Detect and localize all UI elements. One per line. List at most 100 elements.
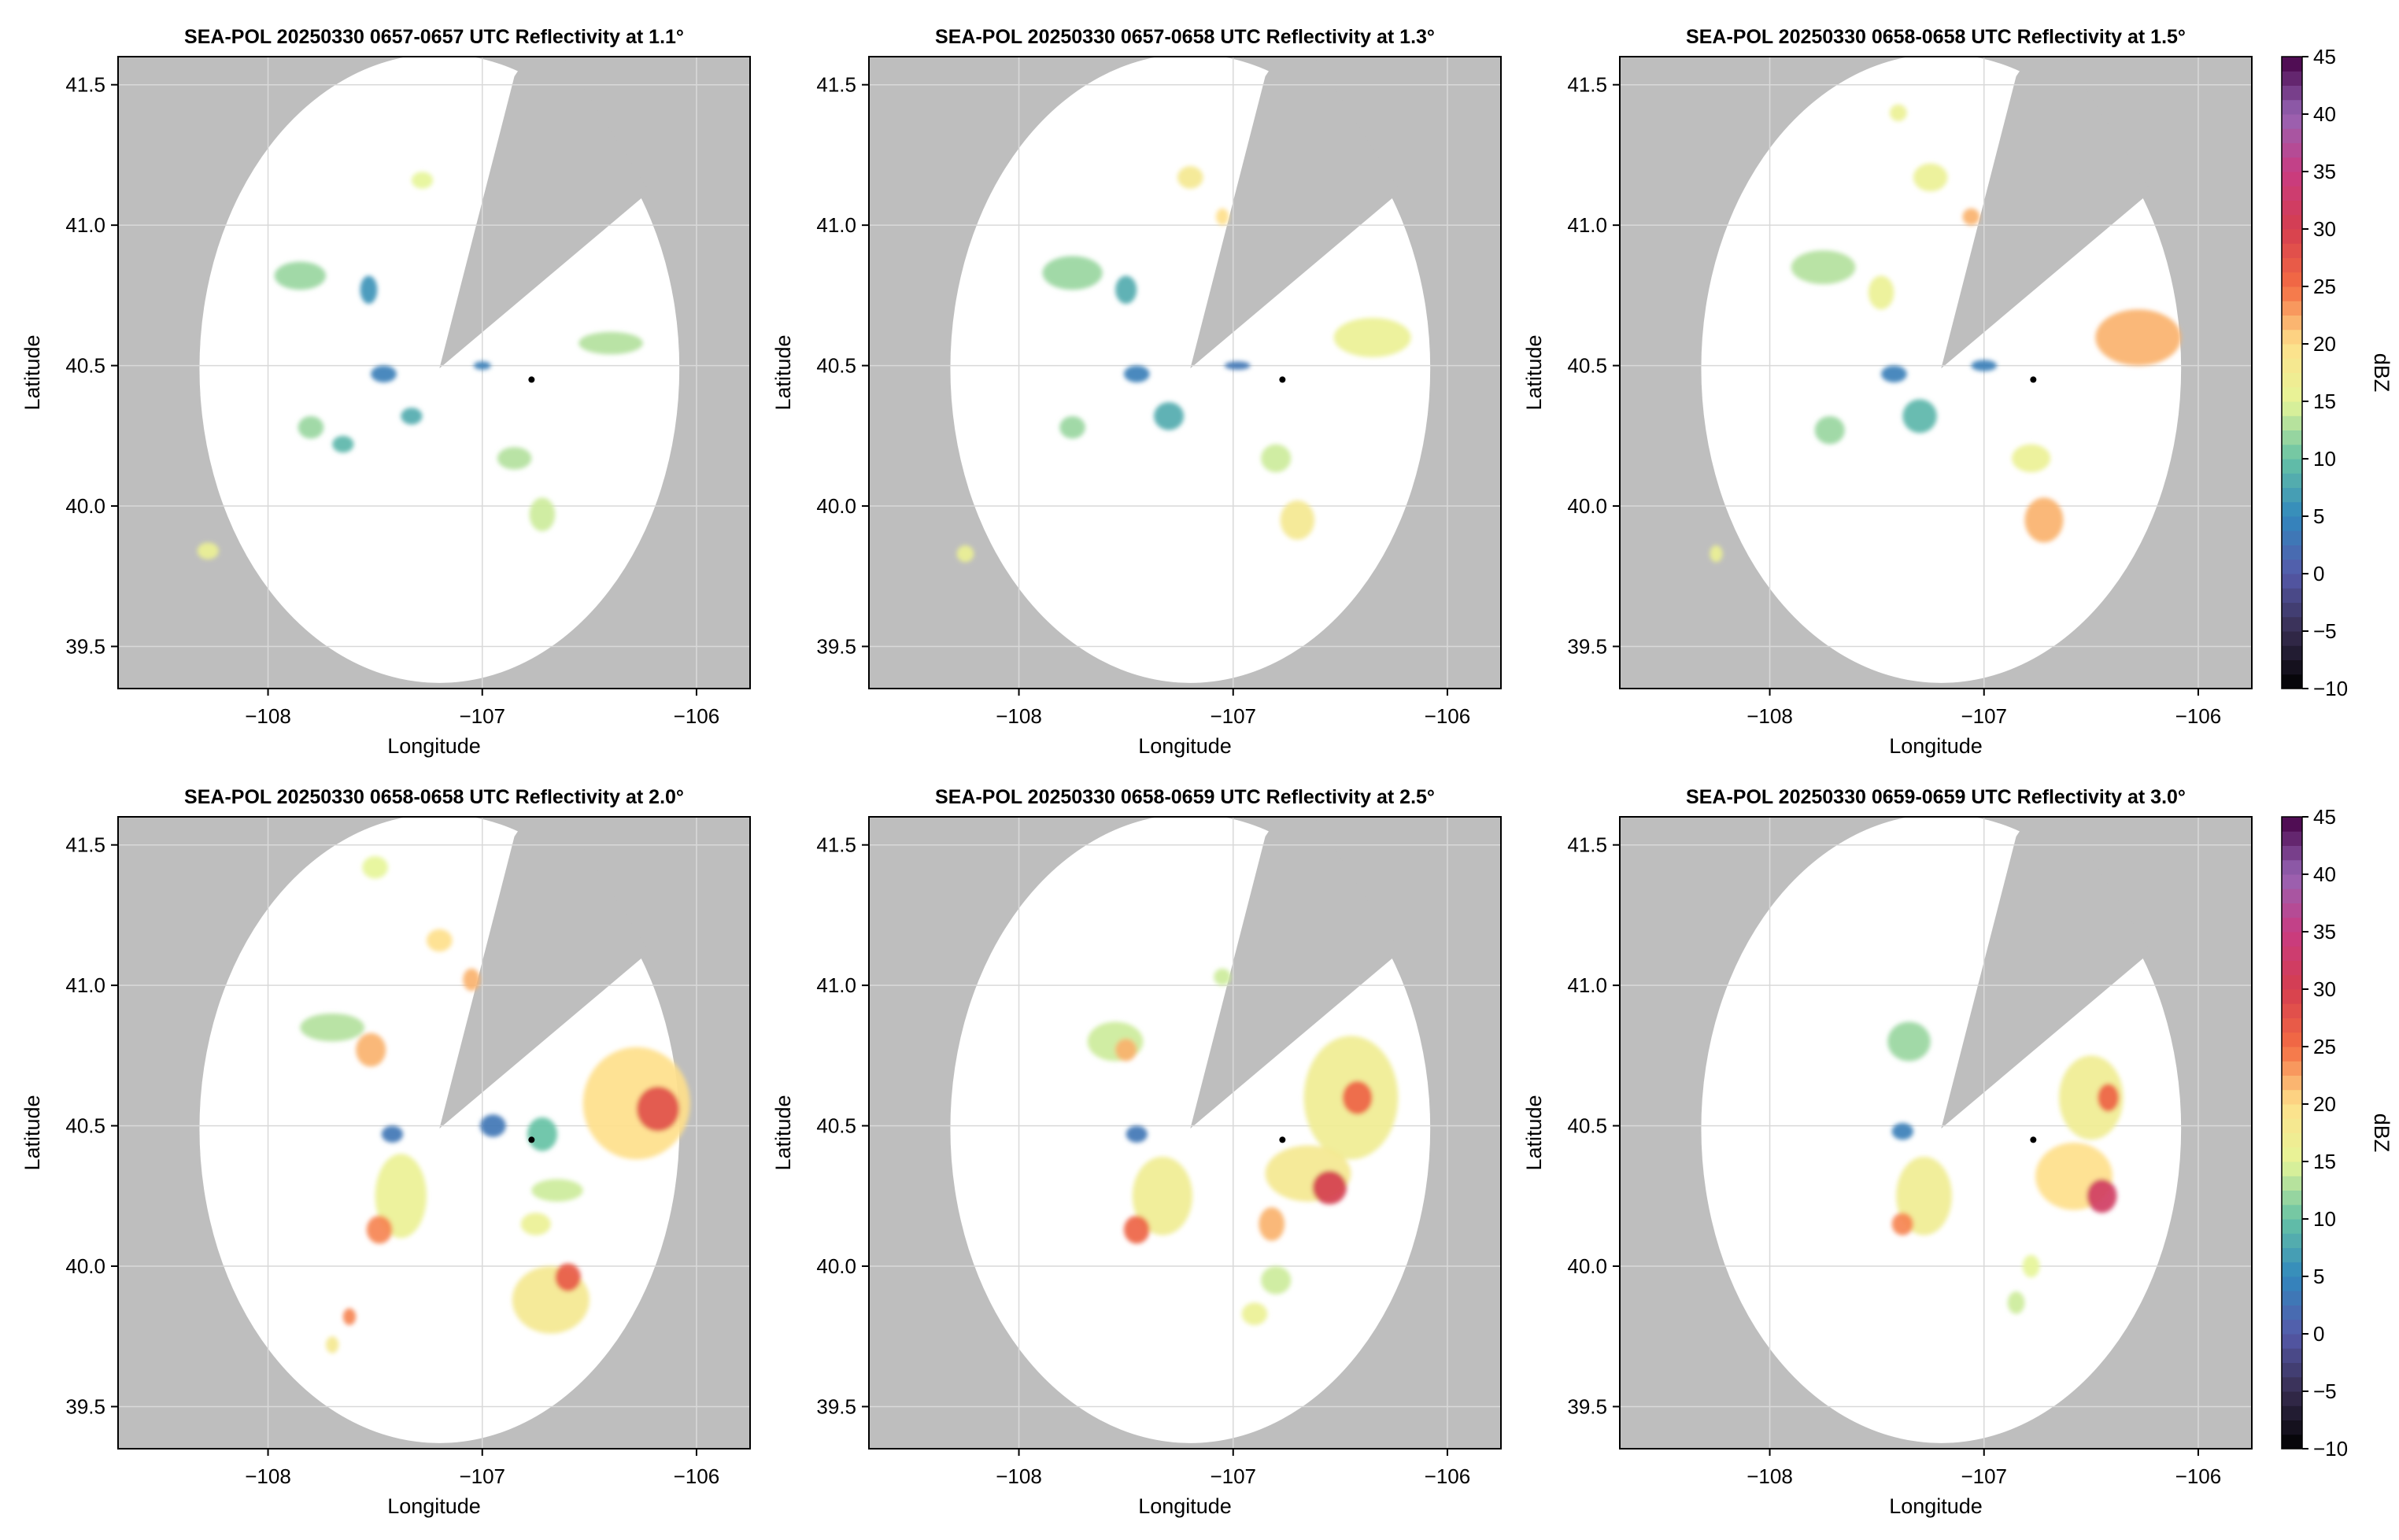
colorbar-swatch-33: [2282, 974, 2302, 990]
colorbar-swatch-43: [2282, 71, 2302, 86]
echo-cell-3: [1177, 166, 1203, 189]
colorbar-swatch-29: [2282, 271, 2302, 287]
colorbar-label: dBZ: [2370, 1113, 2393, 1153]
y-tick-label-0: 39.5: [816, 1394, 856, 1418]
colorbar-tick-label-1: −5: [2313, 619, 2337, 643]
colorbar-swatch-14: [2282, 487, 2302, 503]
echo-cell-4: [371, 365, 397, 382]
echo-layer: [1087, 968, 1399, 1325]
colorbar-swatch-4: [2282, 1391, 2302, 1406]
colorbar-swatch-31: [2282, 1003, 2302, 1018]
y-tick-label-3: 41.0: [1567, 213, 1607, 237]
colorbar-swatch-37: [2282, 157, 2302, 172]
y-tick-label-4: 41.5: [65, 833, 105, 857]
plot-area: [118, 57, 750, 689]
echo-cell-7: [1333, 317, 1411, 357]
y-tick-label-0: 39.5: [816, 634, 856, 658]
colorbar-swatch-36: [2282, 932, 2302, 947]
colorbar-swatch-21: [2282, 1147, 2302, 1162]
colorbar-tick-label-6: 20: [2313, 1092, 2336, 1116]
colorbar-tick-label-10: 40: [2313, 102, 2336, 126]
echo-cell-2: [356, 1032, 386, 1067]
colorbar-swatch-22: [2282, 372, 2302, 388]
y-tick-label-3: 41.0: [1567, 973, 1607, 997]
colorbar-swatch-12: [2282, 1276, 2302, 1291]
blocked-sector: [1190, 57, 1401, 369]
colorbar-swatch-10: [2282, 545, 2302, 560]
colorbar-swatch-18: [2282, 1190, 2302, 1206]
echo-cell-4: [1126, 1125, 1148, 1143]
y-axis-label: Latitude: [771, 1095, 795, 1170]
colorbar-swatch-6: [2282, 1362, 2302, 1378]
colorbar-swatch-3: [2282, 1405, 2302, 1420]
colorbar-swatch-35: [2282, 186, 2302, 201]
y-tick-label-1: 40.0: [816, 1254, 856, 1278]
echo-cell-5: [362, 855, 388, 879]
colorbar-swatch-10: [2282, 1305, 2302, 1320]
echo-cell-18: [342, 1308, 357, 1325]
echo-cell-2: [1115, 275, 1137, 305]
echo-cell-12: [2024, 497, 2064, 543]
plot-area: [118, 817, 750, 1449]
colorbar-swatch-4: [2282, 631, 2302, 646]
colorbar-swatch-42: [2282, 85, 2302, 101]
colorbar-tick-label-4: 10: [2313, 1207, 2336, 1231]
echo-cell-1: [300, 1013, 365, 1042]
y-tick-label-1: 40.0: [65, 494, 105, 518]
colorbar-tick-label-0: −10: [2313, 1437, 2348, 1461]
echo-cell-10: [1814, 415, 1845, 445]
echo-cell-12: [197, 542, 219, 559]
panel-4: −108 −107 −106 39.5 40.0 40.5 41.0 41.5 SEA-POL …: [20, 786, 751, 1518]
colorbar-swatch-41: [2282, 859, 2302, 875]
y-axis-label: Latitude: [20, 1095, 44, 1170]
x-tick-label-0: −108: [1747, 704, 1793, 728]
colorbar-swatch-30: [2282, 257, 2302, 273]
y-tick-label-4: 41.5: [1567, 833, 1607, 857]
x-tick-label-2: −106: [2175, 1464, 2222, 1488]
colorbar-tick-label-8: 30: [2313, 217, 2336, 241]
colorbar-swatch-20: [2282, 1161, 2302, 1176]
y-tick-label-1: 40.0: [1567, 1254, 1607, 1278]
echo-cell-8: [1154, 401, 1185, 430]
colorbar-swatch-19: [2282, 415, 2302, 430]
x-tick-label-0: −108: [245, 1464, 291, 1488]
y-tick-label-3: 41.0: [816, 213, 856, 237]
colorbar-swatch-33: [2282, 214, 2302, 230]
x-tick-label-0: −108: [996, 704, 1042, 728]
colorbar-swatch-6: [2282, 602, 2302, 618]
colorbar-swatch-9: [2282, 1319, 2302, 1335]
colorbar-tick-label-9: 35: [2313, 160, 2336, 183]
colorbar-swatch-13: [2282, 501, 2302, 517]
radar-site-marker: [2030, 1136, 2037, 1143]
echo-cell-11: [2012, 444, 2051, 473]
y-tick-label-4: 41.5: [65, 73, 105, 97]
plot-area: [1620, 57, 2252, 689]
echo-cell-6: [2087, 1179, 2117, 1213]
y-tick-label-0: 39.5: [65, 634, 105, 658]
echo-cell-7: [1896, 1156, 1952, 1235]
blocked-sector: [439, 57, 650, 369]
echo-cell-9: [1059, 415, 1085, 439]
echo-cell-9: [401, 408, 423, 425]
echo-cell-12: [1261, 1266, 1292, 1294]
x-tick-label-0: −108: [1747, 1464, 1793, 1488]
axes-frame: [868, 56, 1502, 689]
echo-cell-11: [375, 1154, 427, 1239]
x-axis-label: Longitude: [1138, 734, 1232, 758]
plot-area: [1620, 817, 2252, 1449]
colorbar-swatch-12: [2282, 516, 2302, 531]
colorbar-swatch-3: [2282, 645, 2302, 660]
y-tick-label-2: 40.5: [816, 1114, 856, 1138]
colorbar-frame: [2281, 816, 2303, 1450]
colorbar-tick-label-6: 20: [2313, 332, 2336, 356]
y-axis-label: Latitude: [1522, 334, 1546, 410]
echo-cell-6: [1881, 365, 1907, 382]
colorbar-label: dBZ: [2370, 353, 2393, 393]
x-tick-label-2: −106: [2175, 704, 2222, 728]
echo-cell-6: [1342, 1080, 1373, 1115]
radar-site-marker: [1279, 1136, 1286, 1143]
panel-6: −108 −107 −106 39.5 40.0 40.5 41.0 41.5 SEA-POL …: [1522, 786, 2253, 1518]
blocked-sector: [1941, 57, 2152, 369]
colorbar-swatch-26: [2282, 1075, 2302, 1091]
y-axis-label: Latitude: [771, 334, 795, 410]
